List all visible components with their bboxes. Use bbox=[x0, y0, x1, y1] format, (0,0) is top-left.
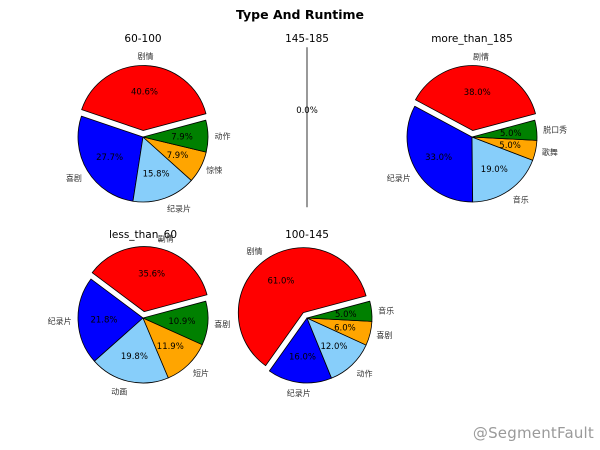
pie-slice bbox=[406, 105, 474, 203]
category-label: 纪录片 bbox=[287, 388, 311, 398]
category-label: 剧情 bbox=[138, 51, 154, 61]
pie-slice bbox=[132, 136, 192, 203]
pct-label: 19.0% bbox=[481, 165, 508, 175]
pie-title: 60-100 bbox=[124, 33, 161, 45]
pct-label: 19.8% bbox=[121, 352, 148, 362]
pie-slice bbox=[306, 300, 373, 322]
category-label: 动作 bbox=[215, 131, 231, 141]
category-label: 喜剧 bbox=[66, 173, 82, 183]
category-label: 纪录片 bbox=[48, 316, 72, 326]
pct-label: 27.7% bbox=[96, 153, 123, 163]
category-label: 动画 bbox=[111, 387, 127, 397]
pct-label: 33.0% bbox=[425, 153, 452, 163]
figure-title: Type And Runtime bbox=[236, 7, 364, 22]
pie-slice bbox=[471, 119, 538, 141]
category-label: 喜剧 bbox=[214, 319, 230, 329]
pie-slice bbox=[142, 119, 209, 153]
pct-label: 12.0% bbox=[320, 342, 347, 352]
pie-title: less_than_60 bbox=[109, 229, 177, 241]
pct-label: 35.6% bbox=[138, 269, 165, 279]
pie-chart-3: more_than_185 38.0% 剧情 33.0% 纪录片 19.0% 音乐 5.0% 歌… bbox=[387, 33, 567, 205]
category-label: 歌舞 bbox=[542, 147, 558, 157]
pie-slice bbox=[77, 278, 144, 362]
pie-slice bbox=[91, 246, 208, 313]
pct-label: 11.9% bbox=[157, 342, 184, 352]
pct-label: 6.0% bbox=[334, 323, 356, 333]
pct-label: 0.0% bbox=[296, 106, 318, 116]
pct-label: 61.0% bbox=[267, 277, 294, 287]
pie-slice bbox=[237, 247, 367, 367]
pie-slice bbox=[471, 136, 534, 203]
watermark: @SegmentFault bbox=[472, 424, 594, 442]
category-label: 纪录片 bbox=[387, 173, 411, 183]
pct-label: 15.8% bbox=[143, 170, 170, 180]
pie-slice bbox=[415, 65, 536, 131]
pct-label: 7.9% bbox=[167, 151, 189, 161]
pct-label: 5.0% bbox=[500, 129, 522, 139]
category-label: 音乐 bbox=[378, 306, 394, 316]
pie-slice bbox=[142, 300, 209, 346]
pie-title: more_than_185 bbox=[431, 33, 513, 45]
pie-slice bbox=[268, 317, 332, 384]
pie-chart-5: 100-145 61.0% 剧情 16.0% 纪录片 12.0% 动作 6.0% 喜剧 5.0% 音… bbox=[237, 229, 394, 398]
pct-label: 5.0% bbox=[499, 141, 521, 151]
pie-slice bbox=[77, 115, 144, 202]
pct-label: 5.0% bbox=[335, 310, 357, 320]
pct-label: 10.9% bbox=[168, 317, 195, 327]
category-label: 剧情 bbox=[158, 233, 174, 243]
pie-title: 100-145 bbox=[285, 229, 329, 241]
pct-label: 40.6% bbox=[131, 88, 158, 98]
pct-label: 16.0% bbox=[289, 353, 316, 363]
category-label: 音乐 bbox=[513, 195, 529, 205]
category-label: 惊悚 bbox=[206, 165, 222, 175]
pct-label: 7.9% bbox=[171, 133, 193, 143]
category-label: 动作 bbox=[357, 369, 373, 379]
pct-label: 38.0% bbox=[464, 88, 491, 98]
pie-chart-4: less_than_60 35.6% 剧情 21.8% 纪录片 19.8% 动画 11.9% 短… bbox=[48, 229, 231, 397]
category-label: 剧情 bbox=[247, 246, 263, 256]
category-label: 喜剧 bbox=[376, 330, 392, 340]
category-label: 短片 bbox=[193, 368, 209, 378]
pie-title: 145-185 bbox=[285, 33, 329, 45]
pct-label: 21.8% bbox=[90, 316, 117, 326]
pie-chart-2: 145-185 0.0% bbox=[285, 33, 329, 208]
category-label: 脱口秀 bbox=[543, 125, 567, 135]
category-label: 剧情 bbox=[473, 52, 489, 62]
pie-chart-1: 60-100 40.6% 剧情 27.7% 喜剧 15.8% 纪录片 7.9% 惊悚 7.9% 动作 bbox=[66, 33, 231, 213]
pie-slice bbox=[81, 65, 207, 131]
category-label: 纪录片 bbox=[167, 203, 191, 213]
